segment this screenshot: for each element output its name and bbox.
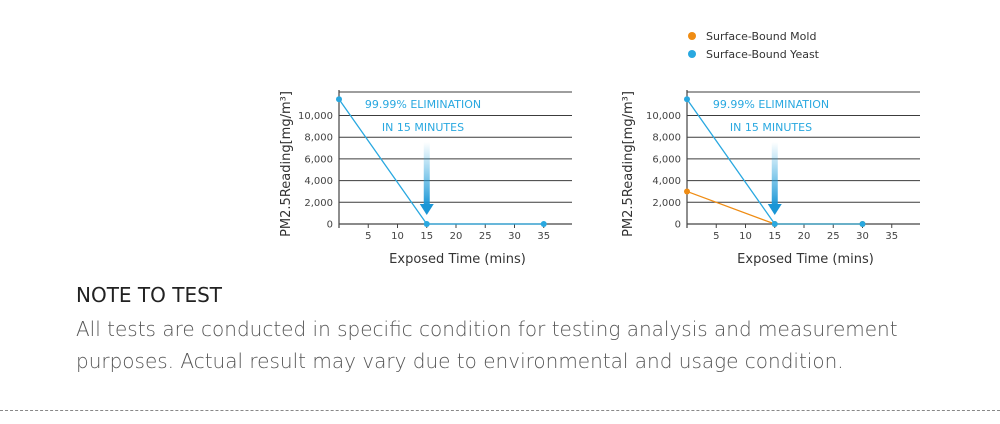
y-tick-label: 10,000: [298, 111, 333, 122]
x-axis-title: Exposed Time (mins): [737, 252, 874, 267]
y-tick-label: 10,000: [646, 111, 681, 122]
y-tick-label: 2,000: [304, 198, 333, 209]
x-tick-label: 20: [450, 231, 463, 242]
y-tick-label: 0: [327, 220, 333, 231]
down-arrow-head: [419, 204, 434, 215]
x-tick-label: 35: [885, 231, 898, 242]
note-body: All tests are conducted in specific cond…: [76, 317, 898, 373]
y-axis-title: PM2.5Reading[mg/m³]: [621, 91, 636, 237]
legend-marker: [688, 32, 696, 40]
legend-marker: [688, 50, 696, 58]
y-tick-label: 6,000: [652, 154, 681, 165]
down-arrow-head: [767, 204, 782, 215]
charts-area: 0 2,000 4,000 6,000 8,000 10,000 5 10 15 20 25 30 35…: [279, 30, 920, 267]
y-tick-label: 8,000: [652, 133, 681, 144]
x-tick-label: 5: [365, 231, 371, 242]
x-tick-label: 15: [420, 231, 433, 242]
x-tick-label: 35: [537, 231, 550, 242]
down-arrow-shaft: [771, 142, 778, 206]
data-point: [423, 221, 430, 227]
data-point: [336, 96, 342, 103]
x-tick-label: 10: [739, 231, 752, 242]
annotation-line-2: IN 15 MINUTES: [382, 121, 464, 134]
annotation-line-1: 99.99% ELIMINATION: [713, 98, 829, 111]
series-line: [338, 98, 544, 225]
x-tick-label: 20: [798, 231, 811, 242]
y-tick-label: 4,000: [652, 176, 681, 187]
y-axis-title: PM2.5Reading[mg/m³]: [279, 91, 294, 237]
y-tick-label: 6,000: [304, 154, 333, 165]
annotation-line-2: IN 15 MINUTES: [730, 121, 812, 134]
dashed-divider: [0, 410, 1000, 411]
x-tick-label: 15: [768, 231, 781, 242]
x-tick-label: 10: [391, 231, 404, 242]
y-tick-label: 8,000: [304, 133, 333, 144]
x-tick-label: 5: [713, 231, 719, 242]
note-section: NOTE TO TEST All tests are conducted in …: [76, 281, 976, 377]
y-tick-label: 4,000: [304, 176, 333, 187]
chart-right: 0 2,000 4,000 6,000 8,000 10,000 5 10 15 20 25 30 35…: [621, 30, 920, 267]
data-point: [684, 188, 690, 195]
y-tick-label: 2,000: [652, 198, 681, 209]
x-axis-title: Exposed Time (mins): [389, 252, 526, 267]
chart-left: 0 2,000 4,000 6,000 8,000 10,000 5 10 15 20 25 30 35…: [279, 90, 572, 267]
x-tick-label: 25: [827, 231, 840, 242]
data-point: [859, 221, 866, 227]
y-tick-label: 0: [675, 220, 681, 231]
x-tick-label: 30: [856, 231, 869, 242]
data-point: [771, 221, 778, 227]
annotation-line-1: 99.99% ELIMINATION: [365, 98, 481, 111]
note-title: NOTE TO TEST: [76, 283, 222, 307]
legend-label: Surface-Bound Yeast: [706, 48, 820, 61]
x-tick-label: 25: [479, 231, 492, 242]
x-tick-label: 30: [508, 231, 521, 242]
data-point: [684, 96, 690, 103]
down-arrow-shaft: [423, 142, 430, 206]
data-point: [540, 221, 547, 227]
legend-label: Surface-Bound Mold: [706, 30, 816, 43]
